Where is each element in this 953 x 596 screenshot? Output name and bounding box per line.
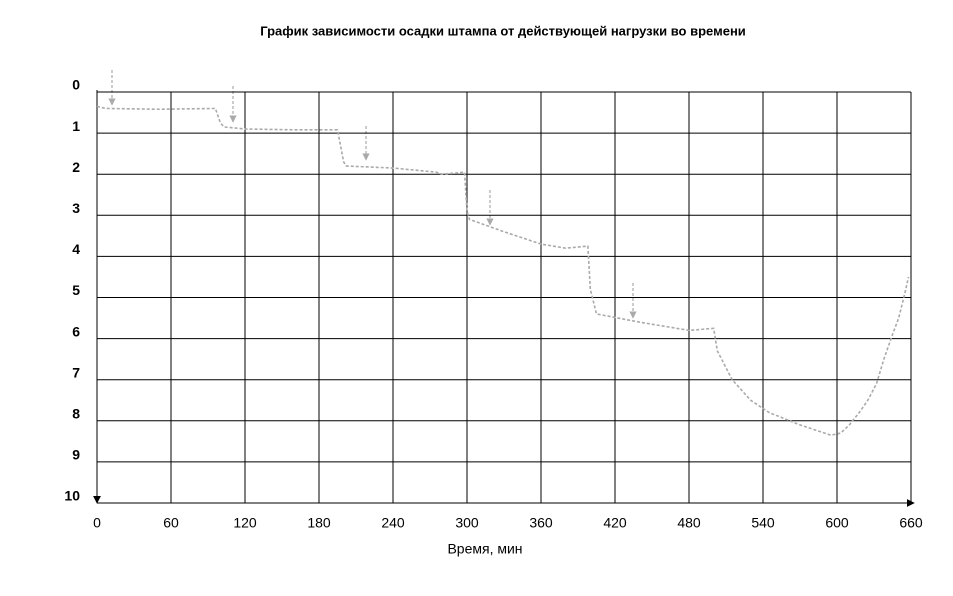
x-tick-label: 300 <box>455 515 479 531</box>
x-tick-label: 420 <box>603 515 627 531</box>
load-arrows <box>108 70 637 319</box>
y-tick-label: 7 <box>72 364 80 380</box>
x-axis-label: Время, мин <box>447 541 522 557</box>
y-tick-label: 6 <box>72 323 80 339</box>
x-tick-label: 600 <box>825 515 849 531</box>
x-tick-label: 480 <box>677 515 701 531</box>
y-tick-label: 2 <box>72 159 80 175</box>
y-tick-label: 4 <box>72 241 80 257</box>
x-tick-label: 180 <box>307 515 331 531</box>
x-tick-label: 240 <box>381 515 405 531</box>
x-tick-label: 0 <box>93 515 101 531</box>
x-tick-label: 660 <box>899 515 923 531</box>
y-tick-label: 10 <box>64 488 80 504</box>
settlement-line <box>96 105 910 437</box>
y-tick-label: 9 <box>72 447 80 463</box>
y-tick-label: 0 <box>72 77 80 93</box>
x-tick-label: 360 <box>529 515 553 531</box>
x-tick-label: 60 <box>163 515 179 531</box>
y-tick-label: 5 <box>72 282 80 298</box>
y-tick-label: 3 <box>72 200 80 216</box>
x-tick-label: 120 <box>233 515 257 531</box>
chart-title: График зависимости осадки штампа от дейс… <box>260 23 746 38</box>
x-tick-label: 540 <box>751 515 775 531</box>
y-tick-label: 8 <box>72 406 80 422</box>
y-tick-label: 1 <box>72 118 80 134</box>
